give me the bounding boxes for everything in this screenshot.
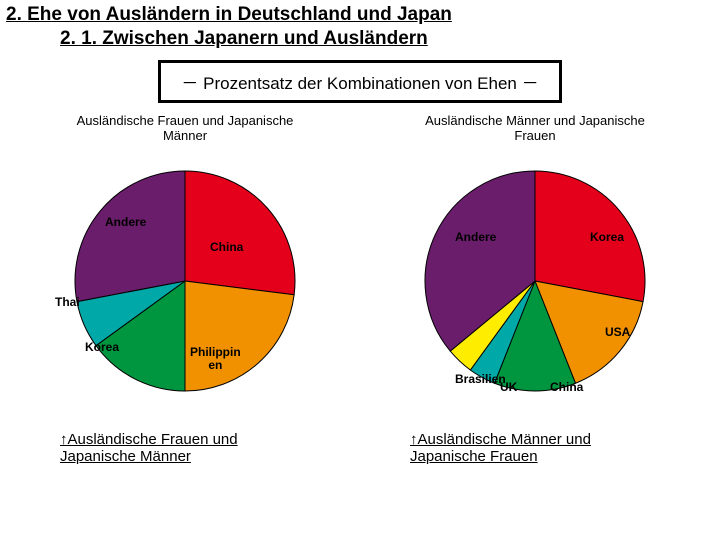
- section-heading-2: 2. 1. Zwischen Japanern und Ausländern: [0, 26, 720, 54]
- caption-right: ↑Ausländische Männer und Japanische Frau…: [410, 431, 660, 465]
- pie-slice: [75, 171, 185, 302]
- slice-label: Brasilien: [455, 373, 506, 386]
- slice-label: Andere: [455, 231, 496, 244]
- caption-left: ↑Ausländische Frauen und Japanische Männ…: [60, 431, 310, 465]
- pie-chart-right: KoreaUSAChinaUKBrasilienAndere: [390, 151, 680, 411]
- slice-label: Philippin en: [190, 346, 241, 372]
- pie-slice: [185, 171, 295, 295]
- pie-slice: [185, 281, 294, 391]
- slice-label: China: [550, 381, 583, 394]
- captions-row: ↑Ausländische Frauen und Japanische Männ…: [0, 411, 720, 465]
- charts-row: Ausländische Frauen und Japanische Männe…: [0, 113, 720, 411]
- slice-label: Korea: [590, 231, 624, 244]
- slice-label: China: [210, 241, 243, 254]
- section-heading-1: 2. Ehe von Ausländern in Deutschland und…: [0, 0, 720, 26]
- pie-svg: [40, 151, 330, 411]
- boxed-title-wrap: － Prozentsatz der Kombinationen von Ehen…: [0, 60, 720, 103]
- pie-svg: [390, 151, 680, 411]
- slice-label: Thai: [55, 296, 80, 309]
- slice-label: Korea: [85, 341, 119, 354]
- chart-title-right: Ausländische Männer und Japanische Fraue…: [425, 113, 645, 143]
- chart-title-left: Ausländische Frauen und Japanische Männe…: [75, 113, 295, 143]
- chart-panel-left: Ausländische Frauen und Japanische Männe…: [15, 113, 355, 411]
- chart-panel-right: Ausländische Männer und Japanische Fraue…: [365, 113, 705, 411]
- slice-label: USA: [605, 326, 630, 339]
- slice-label: Andere: [105, 216, 146, 229]
- boxed-title: － Prozentsatz der Kombinationen von Ehen…: [158, 60, 561, 103]
- pie-chart-left: China Philippin en Korea Thai Andere: [40, 151, 330, 411]
